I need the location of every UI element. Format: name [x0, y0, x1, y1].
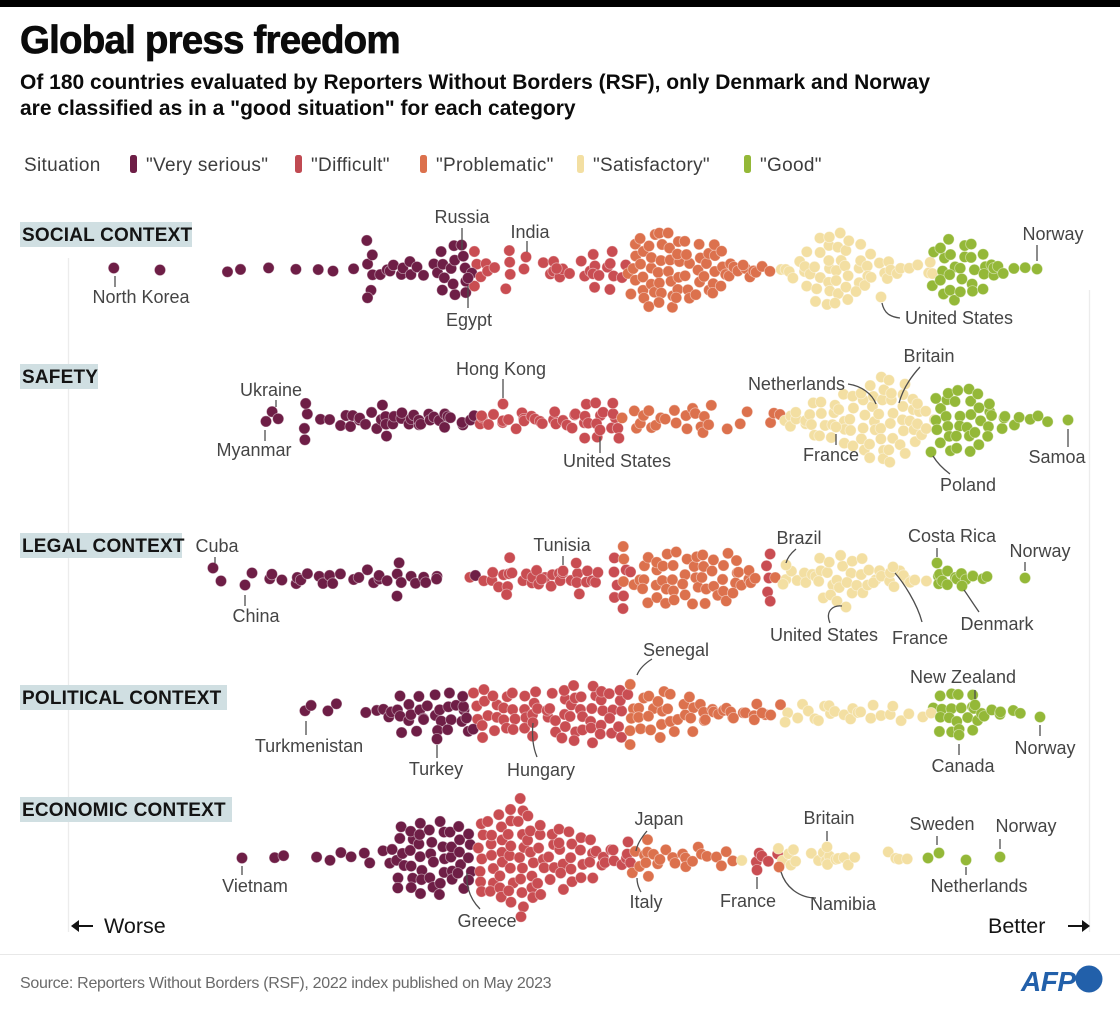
svg-text:United States: United States	[770, 625, 878, 645]
svg-text:are classified as in a "good s: are classified as in a "good situation" …	[20, 97, 576, 120]
svg-text:Global press freedom: Global press freedom	[20, 19, 400, 62]
svg-text:Turkey: Turkey	[409, 759, 463, 779]
svg-text:Norway: Norway	[995, 816, 1056, 836]
svg-text:"Good": "Good"	[760, 155, 822, 176]
svg-text:Turkmenistan: Turkmenistan	[255, 736, 363, 756]
svg-text:Poland: Poland	[940, 475, 996, 495]
svg-text:SAFETY: SAFETY	[22, 367, 98, 388]
svg-text:Senegal: Senegal	[643, 640, 709, 660]
svg-text:Britain: Britain	[903, 346, 954, 366]
svg-text:AFP: AFP	[1020, 966, 1076, 997]
svg-text:Worse: Worse	[104, 914, 166, 938]
svg-text:Italy: Italy	[629, 892, 662, 912]
svg-text:Myanmar: Myanmar	[216, 440, 291, 460]
svg-text:"Satisfactory": "Satisfactory"	[593, 155, 710, 176]
svg-text:United States: United States	[563, 451, 671, 471]
svg-text:United States: United States	[905, 308, 1013, 328]
svg-text:India: India	[510, 222, 550, 242]
svg-text:SOCIAL CONTEXT: SOCIAL CONTEXT	[22, 225, 192, 246]
svg-text:Vietnam: Vietnam	[222, 876, 288, 896]
svg-text:Namibia: Namibia	[810, 894, 877, 914]
svg-text:Canada: Canada	[931, 756, 995, 776]
svg-text:Better: Better	[988, 914, 1045, 938]
svg-text:"Very serious": "Very serious"	[146, 155, 268, 176]
svg-text:Norway: Norway	[1009, 541, 1070, 561]
svg-text:Japan: Japan	[634, 809, 683, 829]
svg-text:Denmark: Denmark	[960, 614, 1034, 634]
svg-text:North Korea: North Korea	[92, 287, 190, 307]
svg-text:Source: Reporters Without Bord: Source: Reporters Without Borders (RSF),…	[20, 975, 552, 992]
svg-text:LEGAL CONTEXT: LEGAL CONTEXT	[22, 536, 185, 557]
svg-text:Netherlands: Netherlands	[930, 876, 1027, 896]
svg-text:"Problematic": "Problematic"	[436, 155, 554, 176]
svg-text:Hong Kong: Hong Kong	[456, 359, 546, 379]
svg-text:Costa Rica: Costa Rica	[908, 526, 997, 546]
svg-text:ECONOMIC CONTEXT: ECONOMIC CONTEXT	[22, 800, 226, 821]
svg-text:Russia: Russia	[434, 207, 490, 227]
svg-text:Greece: Greece	[457, 911, 516, 931]
svg-text:Norway: Norway	[1014, 738, 1075, 758]
svg-text:Cuba: Cuba	[195, 536, 239, 556]
svg-text:Egypt: Egypt	[446, 310, 492, 330]
svg-text:Tunisia: Tunisia	[533, 535, 591, 555]
svg-text:France: France	[720, 891, 776, 911]
svg-text:Samoa: Samoa	[1028, 447, 1086, 467]
svg-text:Norway: Norway	[1022, 224, 1083, 244]
svg-text:France: France	[892, 628, 948, 648]
svg-text:POLITICAL CONTEXT: POLITICAL CONTEXT	[22, 688, 222, 709]
svg-text:Situation: Situation	[24, 155, 101, 176]
svg-text:"Difficult": "Difficult"	[311, 155, 390, 176]
svg-text:Ukraine: Ukraine	[240, 380, 302, 400]
svg-text:New Zealand: New Zealand	[910, 667, 1016, 687]
svg-text:Brazil: Brazil	[776, 528, 821, 548]
svg-text:France: France	[803, 445, 859, 465]
svg-text:Sweden: Sweden	[909, 814, 974, 834]
svg-text:Britain: Britain	[803, 808, 854, 828]
svg-text:Of 180 countries evaluated by: Of 180 countries evaluated by Reporters …	[20, 71, 930, 94]
svg-text:Hungary: Hungary	[507, 760, 575, 780]
svg-text:Netherlands: Netherlands	[748, 374, 845, 394]
svg-text:China: China	[232, 606, 280, 626]
